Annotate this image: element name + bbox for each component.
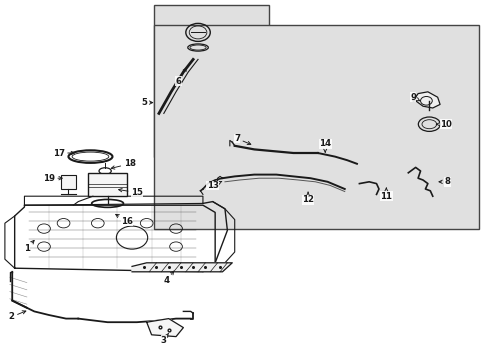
Text: 12: 12 <box>302 192 313 204</box>
Polygon shape <box>154 25 478 229</box>
Bar <box>61 175 76 189</box>
Text: 18: 18 <box>111 159 135 169</box>
Text: 17: 17 <box>53 149 74 158</box>
Text: 10: 10 <box>436 120 451 129</box>
Text: 1: 1 <box>24 240 34 253</box>
Text: 16: 16 <box>116 215 133 226</box>
Polygon shape <box>146 319 183 337</box>
Text: 6: 6 <box>175 68 186 85</box>
Text: 14: 14 <box>319 139 330 152</box>
Bar <box>154 5 268 157</box>
Text: 4: 4 <box>163 271 173 285</box>
Bar <box>88 173 127 196</box>
Polygon shape <box>412 92 439 108</box>
Text: 3: 3 <box>161 333 168 345</box>
Text: 2: 2 <box>9 311 26 321</box>
Text: 13: 13 <box>206 181 221 190</box>
Text: 9: 9 <box>409 93 419 102</box>
Text: 7: 7 <box>234 134 250 145</box>
Text: 11: 11 <box>380 188 391 201</box>
Text: 5: 5 <box>141 98 152 107</box>
Text: 8: 8 <box>438 177 449 186</box>
Text: 15: 15 <box>119 188 142 197</box>
Text: 19: 19 <box>43 174 62 183</box>
Polygon shape <box>132 263 232 272</box>
